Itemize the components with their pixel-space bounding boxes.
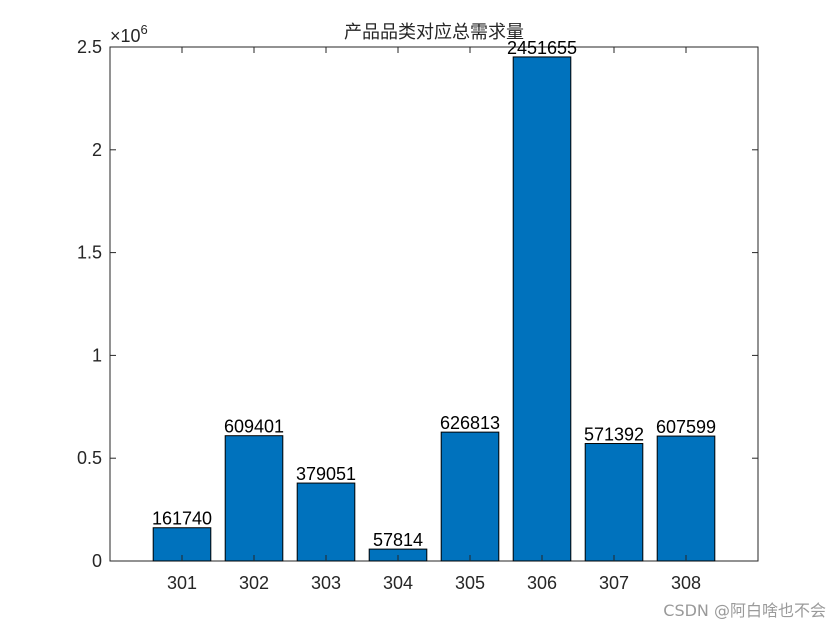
x-tick-label-301: 301 <box>167 573 197 593</box>
y-exponent-label: ×106 <box>110 22 148 46</box>
x-tick-label-304: 304 <box>383 573 413 593</box>
y-tick-label-3: 1.5 <box>77 243 102 263</box>
data-label-306: 2451655 <box>507 38 577 58</box>
x-tick-label-303: 303 <box>311 573 341 593</box>
y-exponent-power: 6 <box>141 22 148 37</box>
y-exponent-base: ×10 <box>110 26 141 46</box>
x-axis: 301 302 303 304 305 306 307 308 <box>167 47 701 593</box>
bar-302 <box>224 435 284 562</box>
plot-area <box>109 46 759 562</box>
y-tick-label-5: 2.5 <box>77 37 102 57</box>
data-label-308: 607599 <box>656 417 716 437</box>
data-label-304: 57814 <box>373 530 423 550</box>
y-axis: 0 0.5 1 1.5 2 2.5 <box>77 37 758 571</box>
bar-307 <box>584 443 644 562</box>
data-label-305: 626813 <box>440 413 500 433</box>
x-tick-label-308: 308 <box>671 573 701 593</box>
data-label-303: 379051 <box>296 464 356 484</box>
x-tick-label-306: 306 <box>527 573 557 593</box>
data-label-307: 571392 <box>584 425 644 445</box>
x-tick-label-305: 305 <box>455 573 485 593</box>
bar-303 <box>296 482 356 562</box>
data-label-302: 609401 <box>224 417 284 437</box>
data-labels: 161740 609401 379051 57814 626813 2451655 5713… <box>152 38 716 550</box>
x-tick-label-302: 302 <box>239 573 269 593</box>
y-tick-label-1: 0.5 <box>77 448 102 468</box>
watermark: CSDN @阿白啥也不会 <box>663 601 826 620</box>
bar-308 <box>656 435 716 562</box>
y-tick-label-0: 0 <box>92 551 102 571</box>
x-tick-label-307: 307 <box>599 573 629 593</box>
data-label-301: 161740 <box>152 509 212 529</box>
y-tick-label-2: 1 <box>92 345 102 365</box>
bar-305 <box>440 431 500 562</box>
y-tick-label-4: 2 <box>92 140 102 160</box>
bar-306 <box>512 56 572 562</box>
chart-title: 产品品类对应总需求量 <box>344 22 524 43</box>
